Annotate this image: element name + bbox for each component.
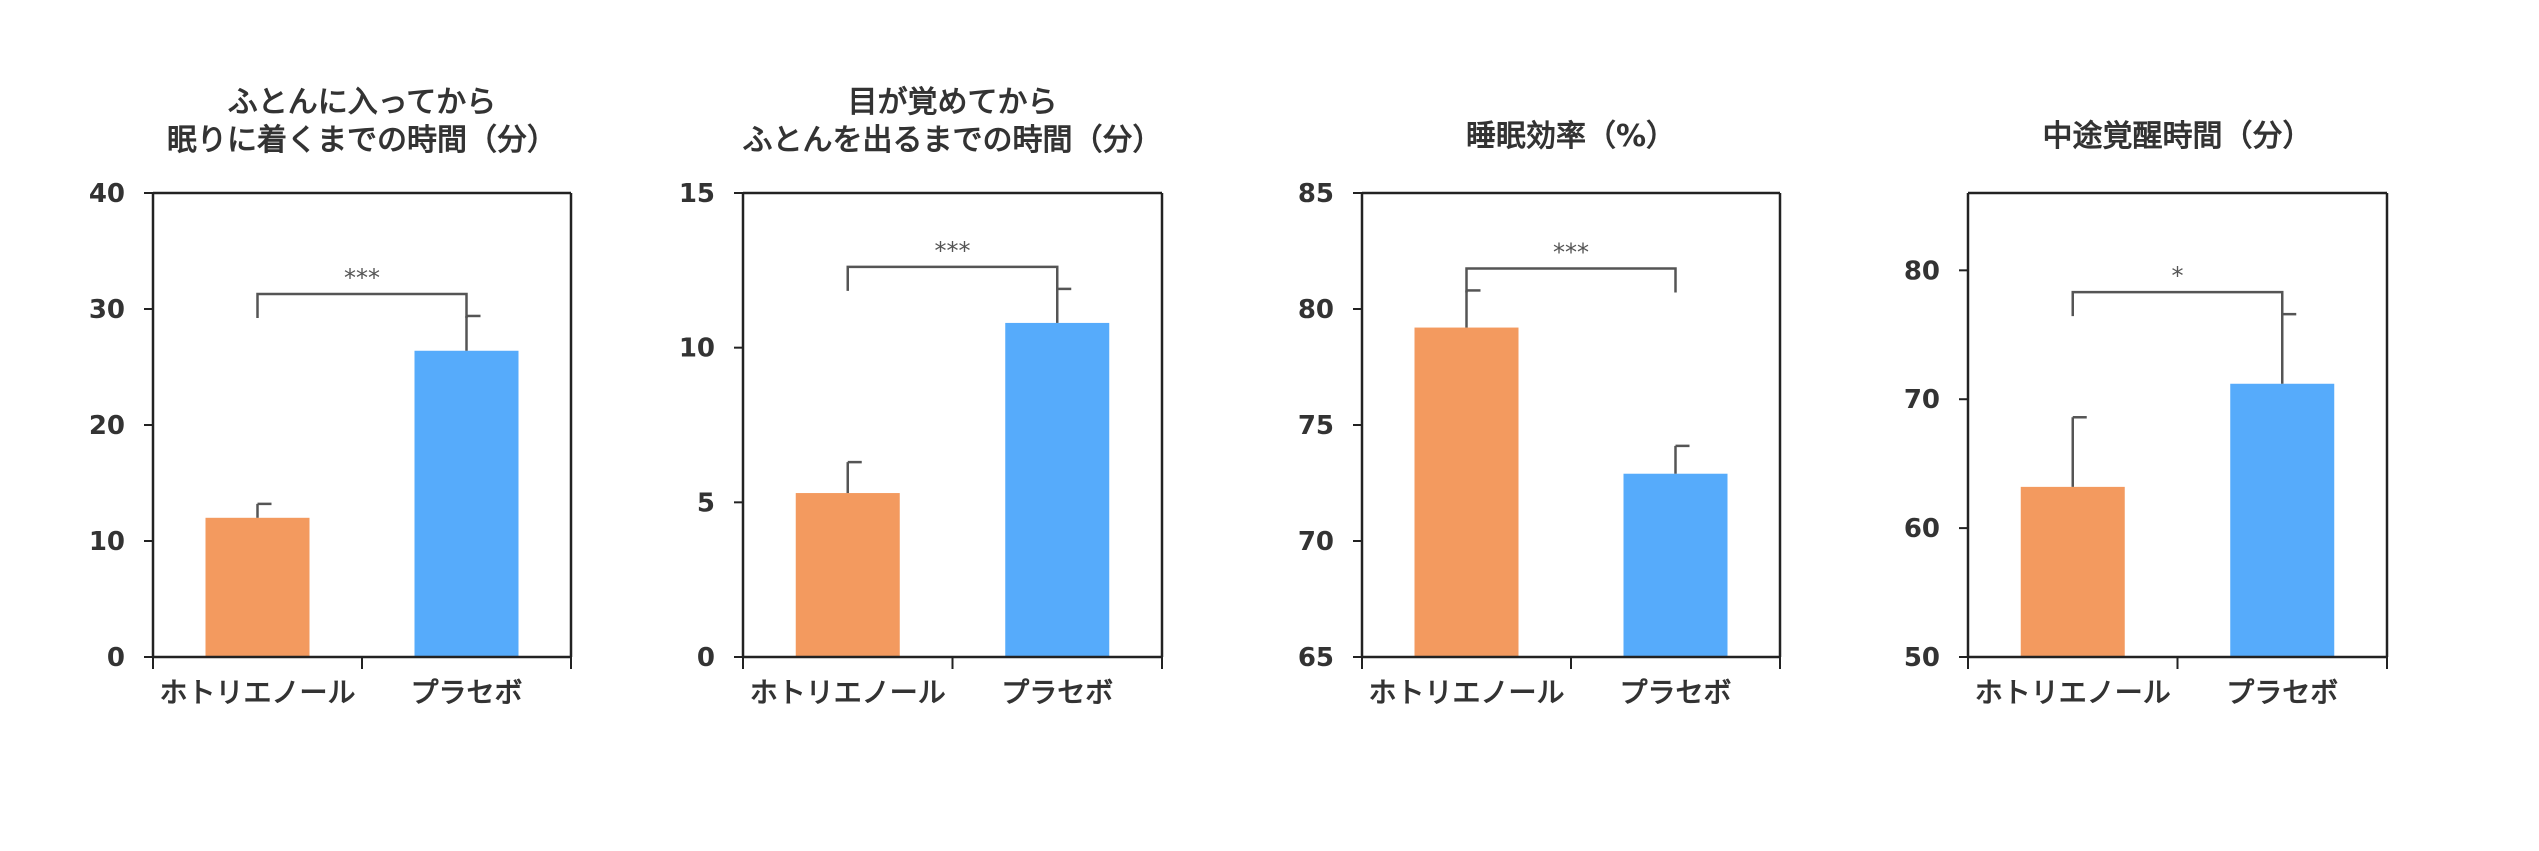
significance-label: *** xyxy=(1553,238,1589,266)
chart-title-line: 眠りに着くまでの時間（分） xyxy=(167,123,557,158)
bar-placebo xyxy=(414,350,519,657)
bar-placebo xyxy=(1623,473,1728,657)
bar-treatment xyxy=(2020,486,2125,657)
significance-bracket xyxy=(256,292,468,318)
y-tick-label: 10 xyxy=(89,527,125,557)
significance-label: *** xyxy=(935,237,971,265)
y-tick-label: 60 xyxy=(1904,514,1940,544)
chart-title-line: ふとんに入ってから xyxy=(228,85,497,120)
bar-treatment xyxy=(795,493,900,657)
chart-3: 睡眠効率（%） 65 70 75 80 85 ホトリエノール プラセボ *** xyxy=(1298,119,1782,709)
chart-title-line: 中途覚醒時間（分） xyxy=(2043,119,2313,154)
y-tick-label: 5 xyxy=(697,488,715,518)
y-tick-label: 70 xyxy=(1298,527,1334,557)
y-tick-label: 80 xyxy=(1298,295,1334,325)
chart-title-line: ふとんを出るまでの時間（分） xyxy=(743,123,1163,158)
y-tick-label: 75 xyxy=(1298,411,1334,441)
y-tick-label: 10 xyxy=(679,334,715,364)
significance-label: *** xyxy=(344,264,380,292)
y-tick-label: 20 xyxy=(89,411,125,441)
significance-label: * xyxy=(2172,262,2184,290)
significance-bracket xyxy=(846,265,1059,291)
significance-bracket xyxy=(1465,267,1677,293)
chart-title-line: 睡眠効率（%） xyxy=(1466,119,1676,154)
y-tick-label: 0 xyxy=(697,643,715,673)
x-tick-label: プラセボ xyxy=(1001,676,1113,709)
y-tick-label: 15 xyxy=(679,179,715,209)
x-tick-label: プラセボ xyxy=(410,676,522,709)
bar-treatment xyxy=(205,517,310,657)
y-tick-label: 85 xyxy=(1298,179,1334,209)
x-tick-label: ホトリエノール xyxy=(1368,676,1564,709)
significance-bracket xyxy=(2071,290,2284,317)
y-tick-label: 65 xyxy=(1298,643,1334,673)
bar-treatment xyxy=(1414,327,1519,657)
x-tick-label: ホトリエノール xyxy=(159,676,355,709)
y-tick-label: 50 xyxy=(1904,643,1940,673)
x-tick-label: ホトリエノール xyxy=(1975,676,2171,709)
y-tick-label: 80 xyxy=(1904,256,1940,286)
chart-4: 中途覚醒時間（分） 50 60 70 80 ホトリエノール プラセボ * xyxy=(1904,119,2389,709)
x-tick-label: プラセボ xyxy=(2226,676,2338,709)
y-tick-label: 70 xyxy=(1904,385,1940,415)
y-tick-label: 30 xyxy=(89,295,125,325)
x-tick-label: ホトリエノール xyxy=(750,676,946,709)
chart-title-line: 目が覚めてから xyxy=(848,85,1058,120)
y-tick-label: 0 xyxy=(107,643,125,673)
bar-placebo xyxy=(2230,383,2335,657)
bar-placebo xyxy=(1005,322,1110,657)
x-tick-label: プラセボ xyxy=(1619,676,1731,709)
y-tick-label: 40 xyxy=(89,179,125,209)
